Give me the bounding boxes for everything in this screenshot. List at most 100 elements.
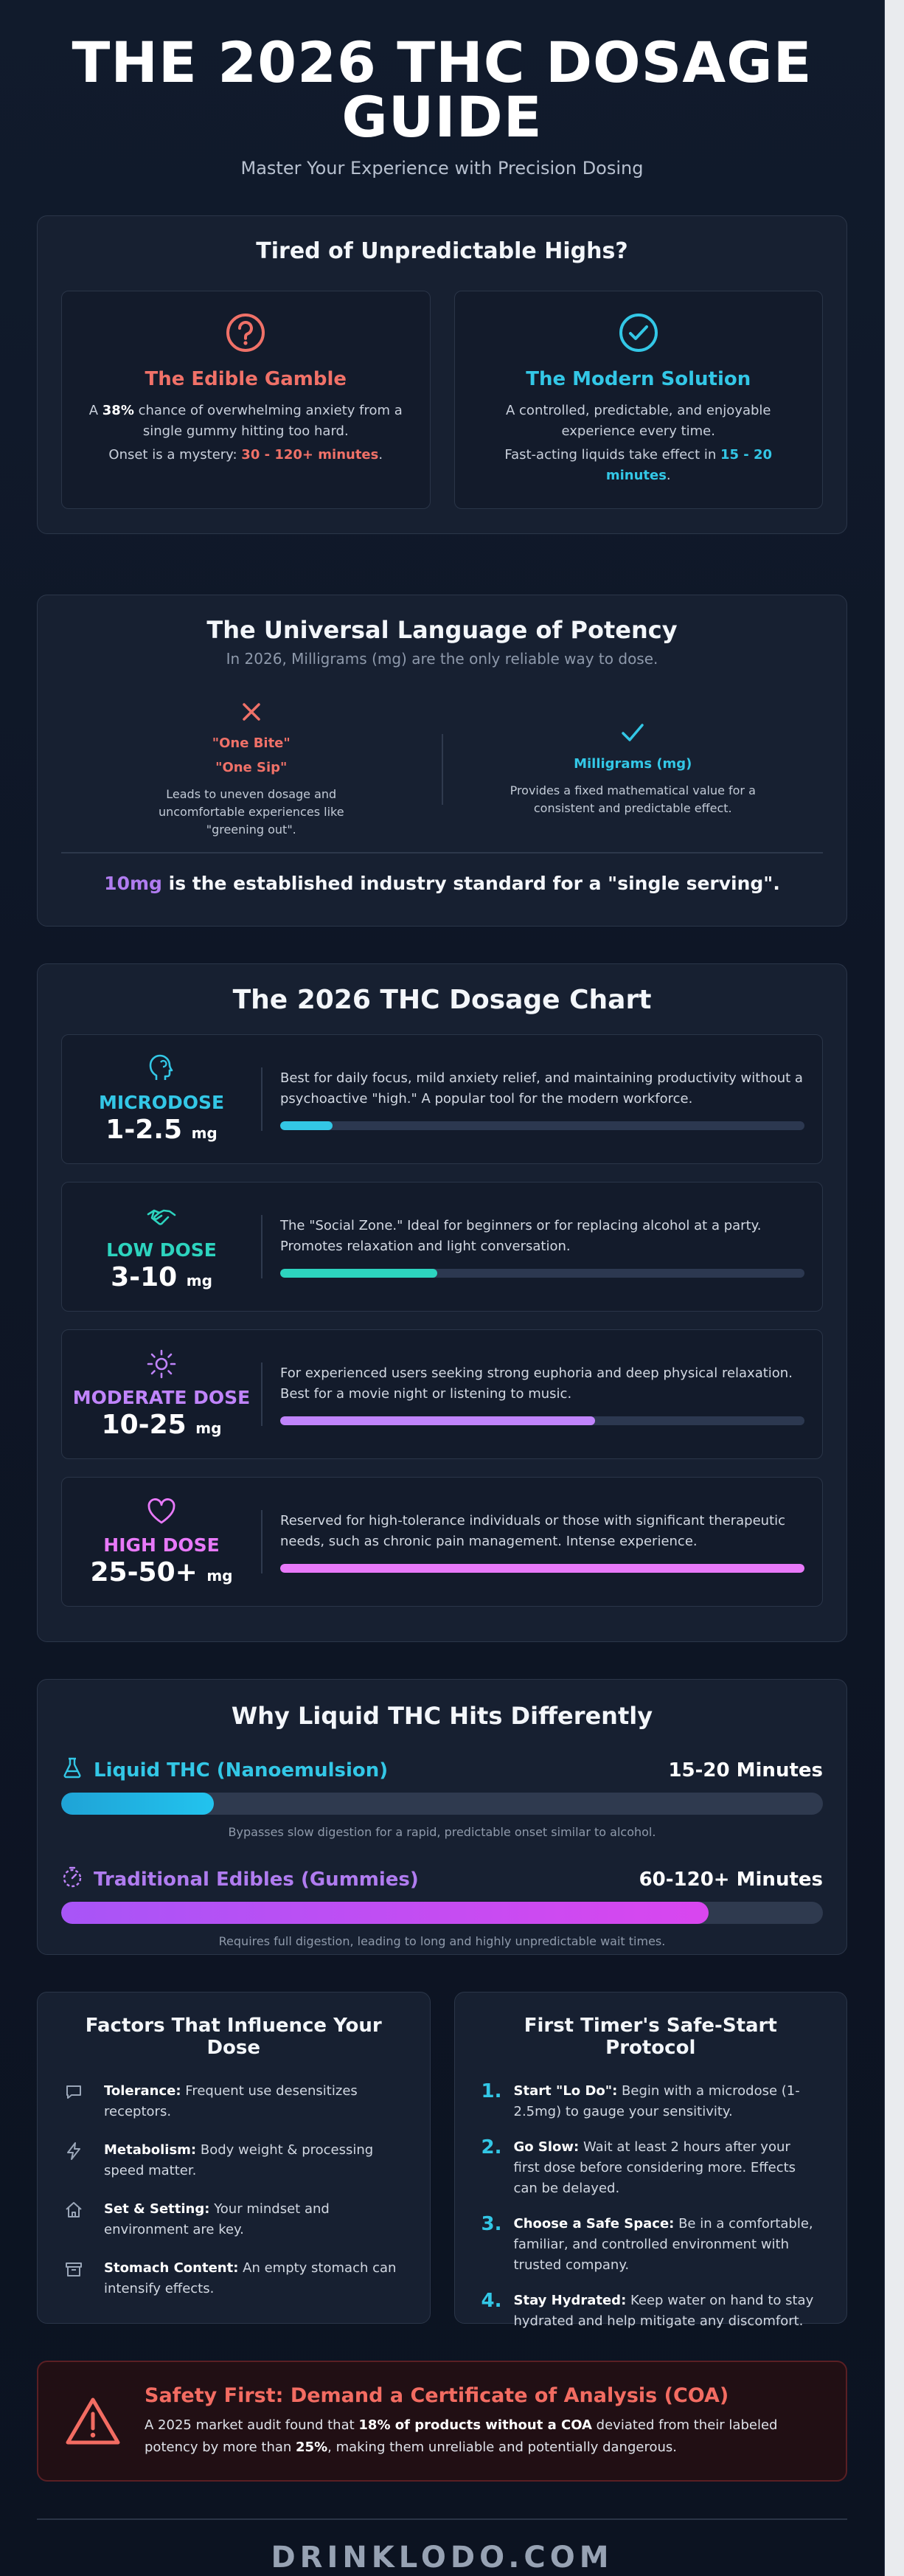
dose-level-card: MICRODOSE 1-2.5 mg Best for daily focus,…: [61, 1034, 823, 1164]
one-sip-label: "One Sip": [215, 759, 288, 775]
dose-intensity-fill: [280, 1121, 333, 1130]
divider: [261, 1363, 262, 1426]
dose-level-value: 10-25 mg: [101, 1410, 222, 1440]
potency-section: The Universal Language of Potency In 202…: [37, 595, 847, 927]
dosage-chart-title: The 2026 THC Dosage Chart: [232, 985, 652, 1015]
scrollbar[interactable]: [885, 0, 904, 2576]
divider: [441, 734, 443, 805]
protocol-step: 2. Go Slow: Wait at least 2 hours after …: [481, 2136, 796, 2196]
page-subtitle: Master Your Experience with Precision Do…: [240, 158, 644, 179]
milligram-measure-desc: Provides a fixed mathematical value for …: [510, 783, 756, 815]
x-icon: [61, 701, 442, 728]
safety-title: Safety First: Demand a Certificate of An…: [145, 2383, 729, 2407]
modern-solution-onset: Fast-acting liquids take effect in 15 - …: [504, 447, 773, 483]
brand-link[interactable]: DRINKLODO.COM: [271, 2541, 613, 2575]
one-bite-label: "One Bite": [212, 735, 291, 751]
dose-level-value: 25-50+ mg: [90, 1557, 233, 1588]
liquid-thc-bar: [61, 1793, 823, 1815]
divider: [61, 852, 823, 854]
safety-alert: Safety First: Demand a Certificate of An…: [37, 2361, 847, 2482]
edible-gamble-heading: The Edible Gamble: [145, 368, 347, 390]
factor-tolerance: Tolerance: Frequent use desensitizes rec…: [64, 2081, 403, 2122]
modern-solution-text: A controlled, predictable, and enjoyable…: [506, 403, 771, 439]
potency-subtitle: In 2026, Milligrams (mg) are the only re…: [226, 650, 658, 668]
dose-level-name: MODERATE DOSE: [72, 1387, 251, 1408]
edibles-bar-fill: [61, 1902, 709, 1924]
modern-solution-heading: The Modern Solution: [526, 368, 751, 390]
dose-level-value: 3-10 mg: [111, 1262, 212, 1292]
factor-stomach: Stomach Content: An empty stomach can in…: [64, 2258, 403, 2299]
modern-solution-card: The Modern Solution A controlled, predic…: [453, 291, 823, 509]
timer-icon: [61, 1866, 94, 1893]
edibles-note: Requires full digestion, leading to long…: [218, 1934, 666, 1948]
liquid-thc-label: Liquid THC (Nanoemulsion): [94, 1759, 389, 1782]
dose-intensity-bar: [280, 1564, 804, 1573]
head-icon: [146, 1053, 177, 1084]
vague-measure: "One Bite" "One Sip" Leads to uneven dos…: [61, 701, 442, 839]
milligrams-label: Milligrams (mg): [574, 756, 692, 772]
heart-icon: [146, 1496, 177, 1527]
dose-intensity-fill: [280, 1416, 595, 1425]
serving-standard: 10mg is the established industry standar…: [104, 873, 780, 894]
edibles-time: 60-120+ Minutes: [639, 1868, 823, 1891]
dose-intensity-fill: [280, 1564, 804, 1573]
warning-triangle-icon: [66, 2397, 120, 2445]
dosage-chart-section: The 2026 THC Dosage Chart MICRODOSE 1-2.…: [37, 963, 847, 1642]
dose-intensity-fill: [280, 1269, 438, 1278]
message-square-icon: [66, 2085, 81, 2099]
edible-gamble-text: A 38% chance of overwhelming anxiety fro…: [88, 403, 403, 439]
dose-level-desc: For experienced users seeking strong eup…: [280, 1365, 793, 1402]
dose-intensity-bar: [280, 1416, 804, 1425]
flask-icon: [61, 1756, 94, 1784]
edibles-bar: [61, 1902, 823, 1924]
dose-level-name: LOW DOSE: [106, 1239, 217, 1261]
protocol-step: 1. Start "Lo Do": Begin with a microdose…: [481, 2080, 800, 2119]
handshake-icon: [146, 1201, 177, 1232]
dose-intensity-bar: [280, 1269, 804, 1278]
dose-level-card: LOW DOSE 3-10 mg The "Social Zone." Idea…: [61, 1182, 823, 1312]
problem-section: Tired of Unpredictable Highs? The Edible…: [37, 215, 847, 534]
dose-level-value: 1-2.5 mg: [105, 1115, 218, 1145]
archive-box-icon: [66, 2262, 82, 2276]
divider: [37, 2518, 847, 2520]
factors-title: Factors That Influence Your Dose: [85, 2015, 382, 2059]
dose-level-card: MODERATE DOSE 10-25 mg For experienced u…: [61, 1329, 823, 1459]
question-circle-icon: [225, 312, 266, 353]
dose-intensity-bar: [280, 1121, 804, 1130]
vague-measure-desc: Leads to uneven dosage and uncomfortable…: [158, 786, 344, 837]
factors-card: Factors That Influence Your Dose Toleran…: [37, 1992, 431, 2324]
safety-text: A 2025 market audit found that 18% of pr…: [145, 2417, 778, 2455]
potency-title: The Universal Language of Potency: [206, 616, 678, 644]
home-icon: [66, 2202, 82, 2217]
check-icon: [443, 721, 824, 749]
liquid-thc-bar-fill: [61, 1793, 214, 1815]
milligram-measure: Milligrams (mg) Provides a fixed mathema…: [443, 721, 824, 817]
dose-level-card: HIGH DOSE 25-50+ mg Reserved for high-to…: [61, 1477, 823, 1607]
onset-comparison-section: Why Liquid THC Hits Differently Liquid T…: [37, 1679, 847, 1955]
dose-level-name: MICRODOSE: [98, 1092, 225, 1113]
liquid-thc-note: Bypasses slow digestion for a rapid, pre…: [228, 1825, 656, 1839]
lightning-icon: [67, 2142, 80, 2160]
protocol-step: 3. Choose a Safe Space: Be in a comforta…: [481, 2213, 813, 2273]
problem-title: Tired of Unpredictable Highs?: [256, 238, 628, 264]
edibles-row: Traditional Edibles (Gummies) 60-120+ Mi…: [61, 1866, 823, 1948]
check-circle-icon: [618, 312, 659, 353]
edibles-label: Traditional Edibles (Gummies): [94, 1868, 419, 1891]
factor-metabolism: Metabolism: Body weight & processing spe…: [64, 2140, 403, 2181]
dose-level-desc: The "Social Zone." Ideal for beginners o…: [280, 1218, 762, 1254]
protocol-card: First Timer's Safe-Start Protocol 1. Sta…: [453, 1992, 847, 2329]
divider: [261, 1510, 262, 1573]
dose-level-desc: Reserved for high-tolerance individuals …: [280, 1513, 786, 1549]
protocol-title: First Timer's Safe-Start Protocol: [524, 2015, 777, 2059]
divider: [261, 1215, 262, 1278]
page-title: THE 2026 THC DOSAGE GUIDE: [72, 30, 813, 150]
divider: [261, 1067, 262, 1131]
factor-setting: Set & Setting: Your mindset and environm…: [64, 2199, 403, 2240]
dose-level-name: HIGH DOSE: [103, 1534, 220, 1556]
dose-level-desc: Best for daily focus, mild anxiety relie…: [280, 1070, 803, 1107]
sun-icon: [146, 1348, 177, 1379]
liquid-thc-row: Liquid THC (Nanoemulsion) 15-20 Minutes …: [61, 1756, 823, 1839]
edible-gamble-card: The Edible Gamble A 38% chance of overwh…: [61, 291, 431, 509]
onset-title: Why Liquid THC Hits Differently: [231, 1702, 653, 1730]
